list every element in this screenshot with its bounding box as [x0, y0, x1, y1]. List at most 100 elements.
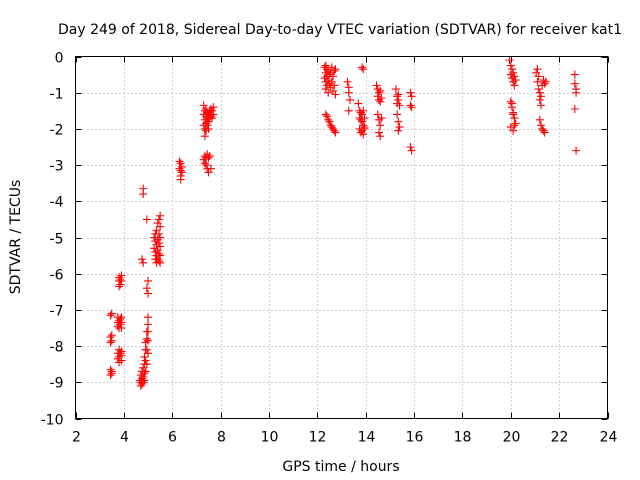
y-tick-label: 0	[55, 51, 64, 67]
data-point	[509, 110, 518, 119]
data-point	[406, 143, 415, 151]
data-point	[507, 65, 516, 74]
data-point	[206, 164, 215, 173]
data-point	[534, 72, 543, 81]
data-point	[200, 159, 209, 168]
data-point	[570, 79, 579, 88]
data-point	[176, 159, 185, 168]
data-point	[358, 63, 367, 72]
data-point	[540, 128, 549, 137]
data-point	[204, 124, 213, 133]
data-point	[507, 99, 516, 108]
data-point	[356, 115, 365, 124]
data-point	[537, 92, 545, 101]
y-tick-label: -2	[50, 123, 64, 139]
data-point	[407, 92, 416, 101]
data-point	[156, 242, 165, 251]
data-point	[142, 215, 151, 224]
data-point	[391, 85, 400, 94]
x-tick-label: 22	[551, 430, 569, 446]
x-tick-labels: 2 4 6 8 10 12 14 16 18 20 22 24	[72, 430, 617, 446]
x-tick-label: 16	[406, 430, 424, 446]
data-point	[106, 338, 115, 347]
data-point	[394, 126, 403, 135]
x-tick-label: 8	[217, 430, 226, 446]
x-tick-label: 20	[503, 430, 521, 446]
data-point	[141, 367, 150, 376]
data-point	[142, 284, 151, 293]
data-point	[154, 229, 163, 238]
y-tick-label: -3	[50, 159, 64, 175]
data-point	[537, 101, 545, 110]
data-point	[359, 130, 368, 139]
data-point	[344, 88, 353, 97]
data-point	[116, 349, 125, 358]
data-point	[154, 257, 163, 266]
data-point	[154, 249, 163, 258]
data-point	[511, 76, 520, 85]
data-point	[537, 121, 545, 130]
data-point	[393, 92, 402, 101]
x-tick-label: 18	[454, 430, 472, 446]
data-point	[329, 72, 338, 81]
data-point	[505, 56, 514, 65]
data-point	[331, 128, 340, 137]
data-point	[209, 110, 218, 119]
data-point	[331, 65, 340, 74]
data-point	[156, 258, 165, 267]
data-point	[510, 114, 519, 123]
data-point	[373, 92, 382, 101]
data-point	[154, 238, 163, 247]
data-point	[373, 110, 382, 119]
data-point	[144, 336, 153, 345]
data-point	[511, 119, 520, 128]
data-point	[359, 106, 368, 115]
data-point	[541, 77, 550, 86]
data-point	[144, 327, 153, 336]
data-point	[510, 121, 519, 130]
data-point	[138, 255, 146, 264]
data-point	[116, 280, 125, 289]
data-point	[177, 168, 186, 177]
data-point	[144, 276, 153, 285]
data-point	[203, 121, 212, 130]
x-tick-label: 10	[261, 430, 279, 446]
data-point	[321, 61, 330, 70]
data-point	[540, 79, 549, 88]
data-point	[572, 88, 581, 97]
data-point	[325, 117, 334, 126]
data-point	[394, 95, 403, 104]
data-point	[154, 215, 163, 224]
data-point	[209, 103, 218, 112]
data-point	[106, 311, 115, 320]
data-point	[117, 324, 126, 332]
data-point	[395, 123, 404, 132]
data-point	[324, 115, 333, 124]
data-point	[107, 369, 116, 378]
y-tick-label: -9	[50, 376, 64, 392]
data-point	[144, 289, 153, 298]
data-point	[322, 112, 331, 121]
data-point	[116, 320, 125, 329]
data-point	[106, 371, 115, 380]
data-point	[331, 90, 340, 99]
plot-frame	[75, 56, 608, 419]
data-point	[376, 121, 385, 130]
data-point	[156, 233, 165, 242]
data-point	[144, 313, 153, 322]
data-point	[156, 222, 165, 231]
data-point	[509, 126, 518, 135]
data-point	[534, 85, 543, 94]
data-point	[330, 66, 339, 75]
data-point	[360, 124, 369, 133]
data-point	[533, 65, 542, 74]
data-point	[376, 86, 385, 95]
data-point	[359, 121, 368, 130]
x-tick-label: 2	[72, 430, 81, 446]
data-point	[360, 114, 369, 123]
data-point	[533, 77, 542, 86]
data-point	[407, 146, 416, 155]
data-point	[374, 128, 383, 137]
data-point	[140, 369, 149, 378]
